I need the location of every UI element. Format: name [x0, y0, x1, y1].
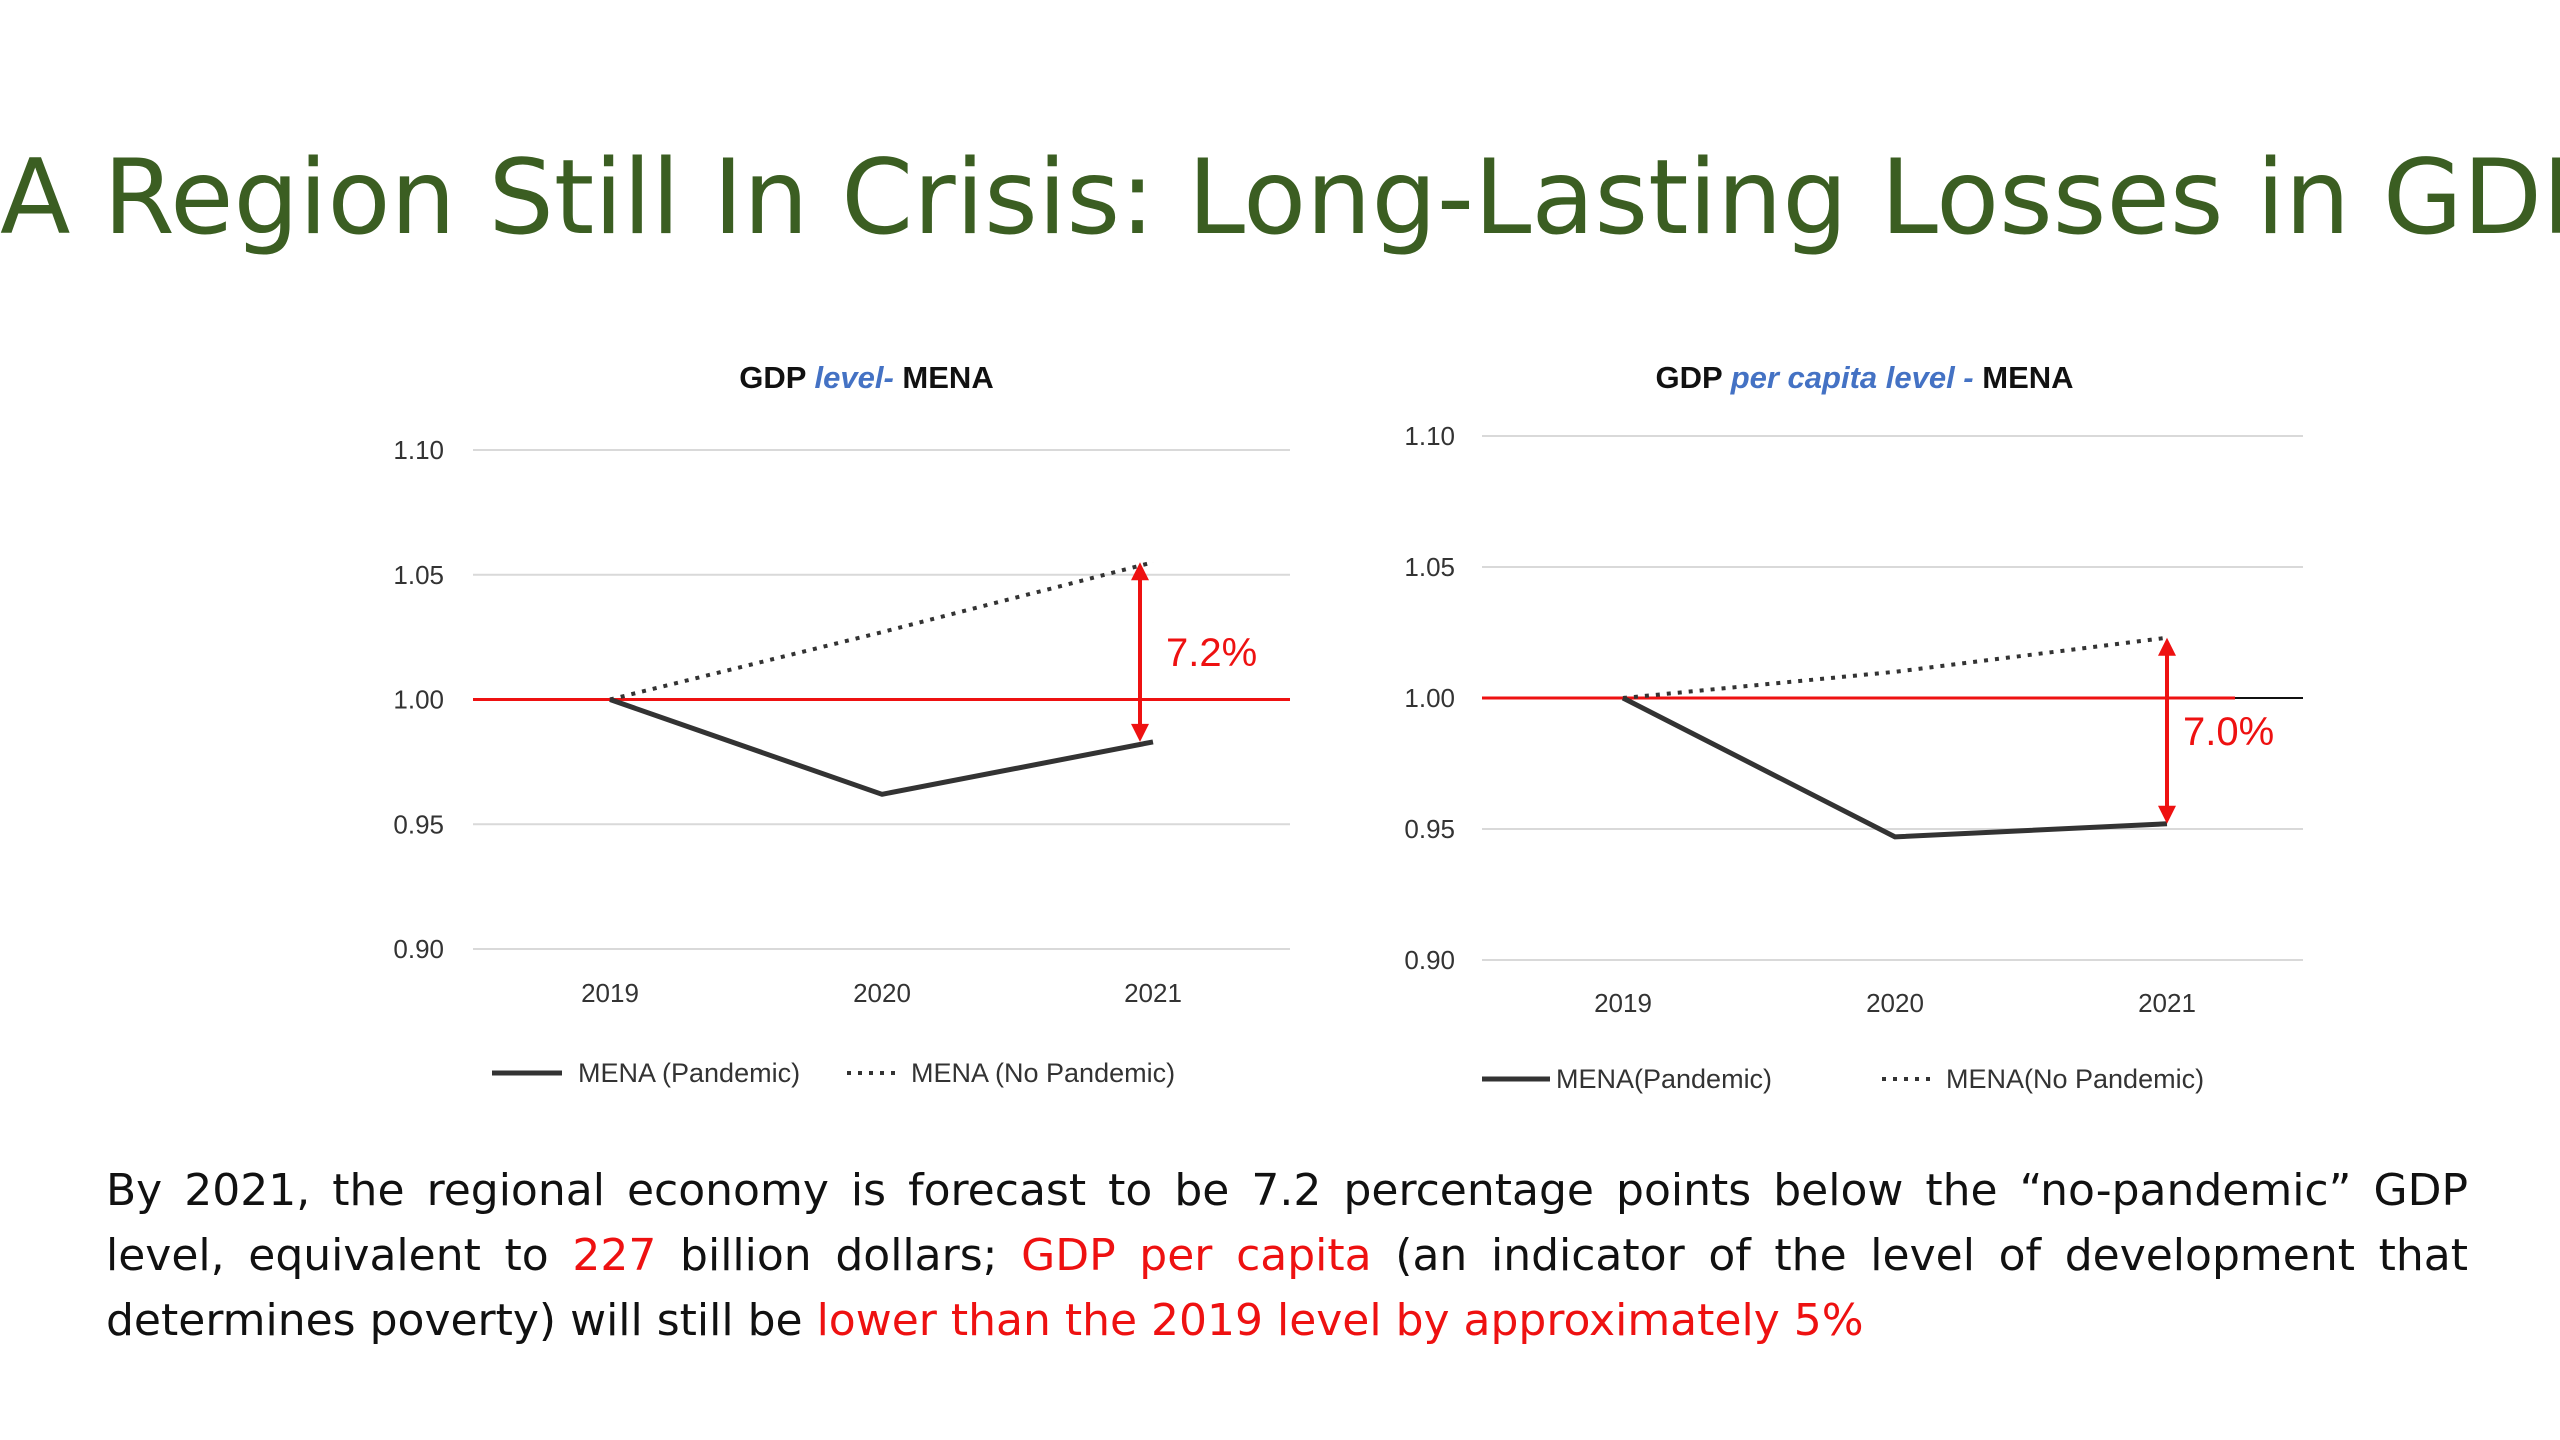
chart2-gap-arrow-head-top [2158, 637, 2176, 656]
chart1-y-tick-label: 0.95 [393, 809, 444, 839]
chart1-title-part-3: MENA [894, 360, 994, 395]
chart1-x-tick-label: 2020 [853, 978, 911, 1008]
chart2-y-tick-label: 0.90 [1404, 945, 1455, 975]
chart2-x-tick-label: 2021 [2138, 988, 2196, 1018]
chart1-x-tick-label: 2019 [581, 978, 639, 1008]
chart2-series-no-pandemic-line [1622, 635, 2168, 700]
summary-highlight-gdp-per-capita: GDP per capita [1021, 1230, 1372, 1281]
summary-text-1: By 2021, the regional economy is forecas… [106, 1165, 2468, 1281]
chart2-legend-label-pandemic: MENA(Pandemic) [1556, 1064, 1772, 1094]
chart1-gap-arrow-head-top [1131, 562, 1149, 581]
chart2-y-tick-label: 1.05 [1404, 552, 1455, 582]
chart2-title-part-2: per capita level - [1730, 360, 1974, 395]
chart1-legend-label-pandemic: MENA (Pandemic) [578, 1058, 800, 1088]
chart1-x-tick-label: 2021 [1124, 978, 1182, 1008]
chart2-x-tick-label: 2019 [1594, 988, 1652, 1018]
chart1-title-part-1: GDP [739, 360, 814, 395]
summary-text-2: billion dollars; [656, 1230, 1022, 1281]
chart2-gap-arrow-head-bottom [2158, 805, 2176, 824]
chart1-y-tick-label: 1.00 [393, 685, 444, 715]
chart2-x-tick-label: 2020 [1866, 988, 1924, 1018]
chart2-title-part-3: MENA [1974, 360, 2074, 395]
chart1-series-pandemic-line [609, 697, 1154, 797]
summary-highlight-227: 227 [572, 1230, 657, 1281]
chart2-title: GDP per capita level - MENA [1655, 360, 2073, 395]
summary-highlight-lower: lower than the 2019 level by approximate… [816, 1295, 1864, 1346]
chart1-y-tick-label: 1.10 [393, 435, 444, 465]
chart2-legend-label-no-pandemic: MENA(No Pandemic) [1946, 1064, 2204, 1094]
chart2-y-tick-label: 0.95 [1404, 814, 1455, 844]
chart2-title-part-1: GDP [1655, 360, 1730, 395]
chart2-gap-label: 7.0% [2183, 710, 2274, 754]
chart1-y-tick-label: 0.90 [393, 934, 444, 964]
chart2-y-tick-label: 1.00 [1404, 683, 1455, 713]
chart2-y-tick-label: 1.10 [1404, 421, 1455, 451]
chart1-title-part-2: level- [815, 360, 894, 395]
summary-paragraph: By 2021, the regional economy is forecas… [106, 1158, 2468, 1353]
chart1-series-no-pandemic-line [609, 560, 1154, 702]
summary-text-3: (an indicator of the level of developmen… [106, 1230, 2468, 1346]
chart1-y-tick-label: 1.05 [393, 560, 444, 590]
chart2-series-pandemic-line [1621, 695, 2168, 840]
chart1-legend-label-no-pandemic: MENA (No Pandemic) [911, 1058, 1175, 1088]
chart1-gap-label: 7.2% [1166, 631, 1257, 675]
chart1-gap-arrow-head-bottom [1131, 723, 1149, 742]
chart1-title: GDP level- MENA [739, 360, 993, 395]
slide-title: A Region Still In Crisis: Long-Lasting L… [0, 138, 2560, 258]
